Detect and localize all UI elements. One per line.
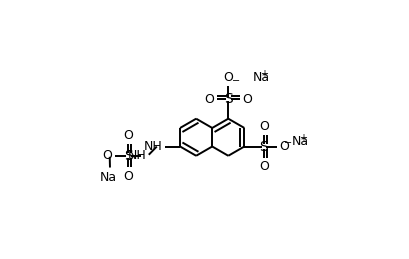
Text: Na: Na — [253, 71, 270, 84]
Text: −: − — [284, 138, 292, 148]
Text: O: O — [223, 71, 233, 84]
Text: S: S — [224, 92, 233, 106]
Text: O: O — [243, 93, 252, 106]
Text: O: O — [259, 160, 269, 173]
Text: Na: Na — [100, 171, 117, 184]
Text: S: S — [259, 140, 268, 154]
Text: O: O — [204, 93, 214, 106]
Text: O: O — [123, 170, 133, 183]
Text: NH: NH — [144, 140, 162, 153]
Text: +: + — [260, 69, 268, 79]
Text: O: O — [102, 149, 112, 162]
Text: O: O — [279, 140, 289, 153]
Text: O: O — [123, 129, 133, 142]
Text: S: S — [124, 149, 133, 163]
Text: −: − — [232, 76, 240, 86]
Text: NH: NH — [128, 149, 147, 162]
Text: +: + — [299, 133, 307, 143]
Text: Na: Na — [292, 135, 309, 148]
Text: O: O — [259, 120, 269, 133]
